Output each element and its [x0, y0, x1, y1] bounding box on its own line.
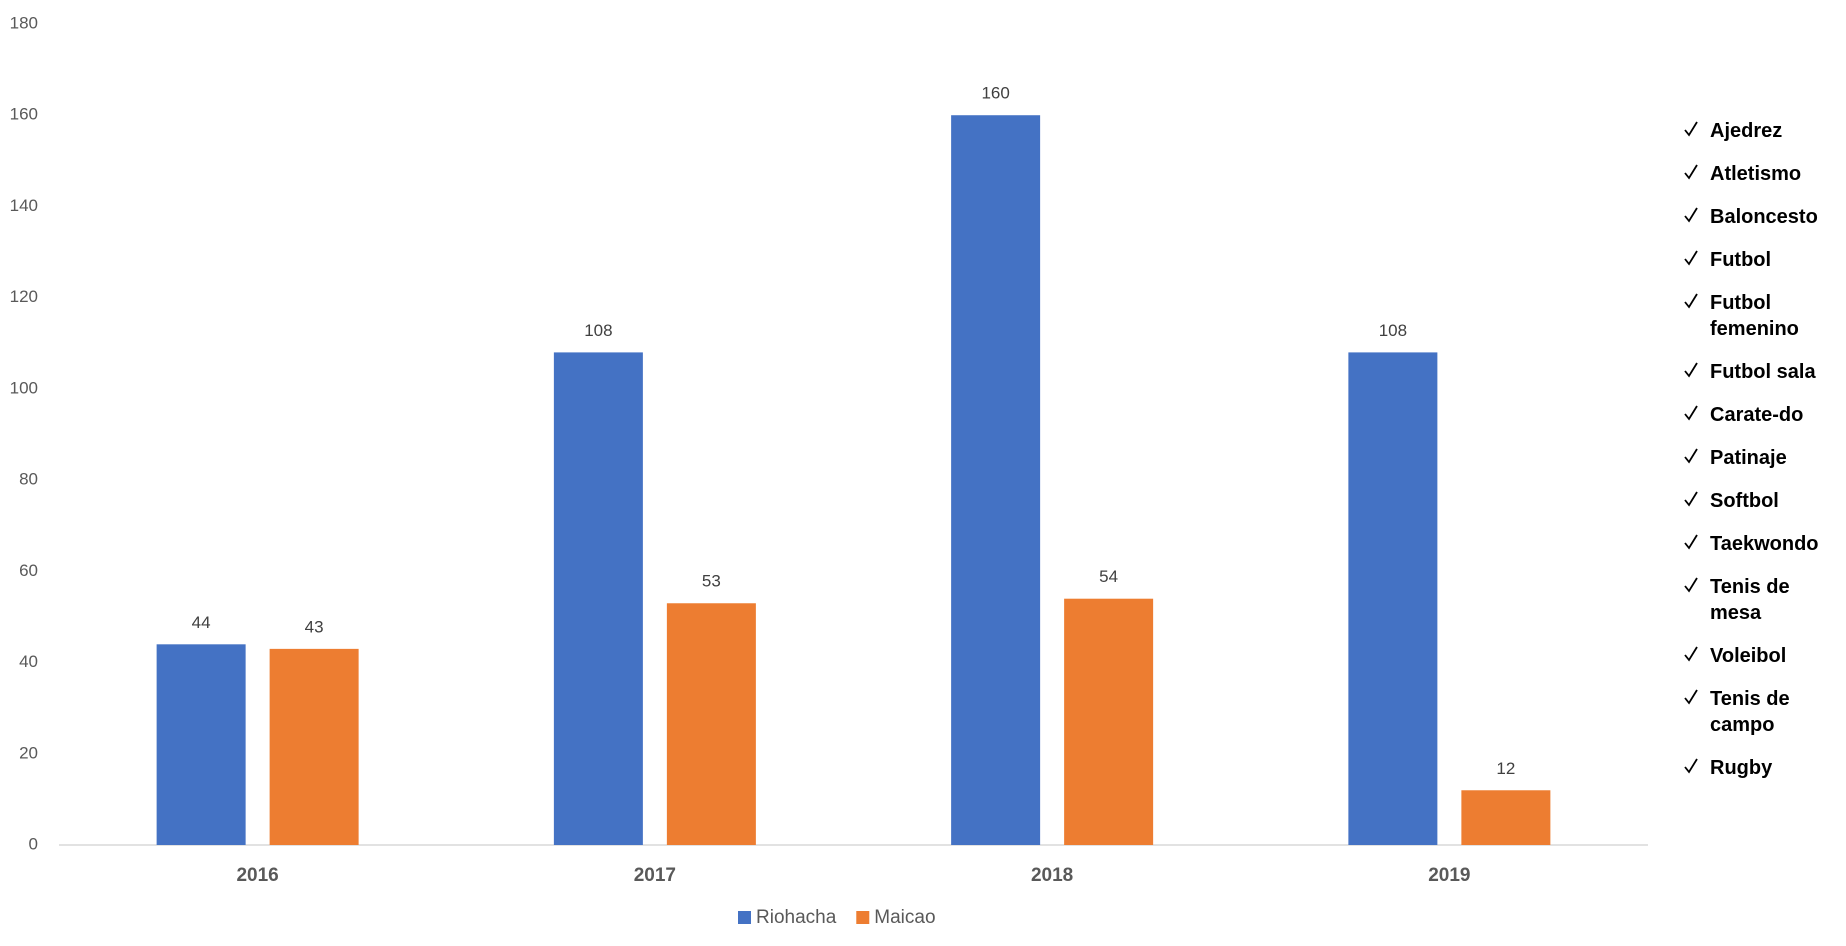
check-icon — [1684, 577, 1698, 593]
check-icon — [1684, 293, 1698, 309]
bar — [1064, 598, 1154, 845]
y-tick-label: 160 — [10, 105, 38, 124]
y-tick-label: 40 — [19, 652, 38, 671]
check-icon — [1684, 405, 1698, 421]
x-tick-label: 2018 — [1031, 865, 1073, 886]
sport-name: Baloncesto — [1710, 206, 1818, 228]
check-icon — [1684, 491, 1698, 507]
bar — [553, 352, 643, 845]
sport-name: Ajedrez — [1710, 120, 1783, 142]
sport-name: Rugby — [1710, 757, 1773, 779]
check-mark — [1684, 491, 1698, 507]
sport-name: Carate-do — [1710, 404, 1804, 426]
check-icon — [1684, 689, 1698, 705]
y-tick-label: 100 — [10, 378, 38, 397]
sport-name: Futbol sala — [1710, 361, 1816, 383]
check-mark — [1684, 577, 1698, 593]
x-tick-label: 2019 — [1428, 865, 1470, 886]
check-mark — [1684, 362, 1698, 378]
check-mark — [1684, 405, 1698, 421]
sport-name: Futbol — [1710, 249, 1772, 271]
y-tick-label: 120 — [10, 287, 38, 306]
y-tick-label: 140 — [10, 196, 38, 215]
bar — [1461, 790, 1551, 845]
data-label: 160 — [981, 84, 1009, 103]
bar — [156, 644, 246, 845]
y-tick-label: 60 — [19, 561, 38, 580]
bar — [951, 115, 1041, 845]
bar — [666, 603, 756, 845]
check-icon — [1684, 646, 1698, 662]
sport-item: Atletismo — [1684, 161, 1835, 187]
check-mark — [1684, 164, 1698, 180]
check-icon — [1684, 164, 1698, 180]
legend-swatch — [738, 911, 751, 924]
sport-item: Carate-do — [1684, 402, 1835, 428]
check-mark — [1684, 207, 1698, 223]
sport-item: Tenis de campo — [1684, 686, 1835, 738]
sport-list: Ajedrez Atletismo Baloncesto Futbol Futbol f… — [1684, 118, 1835, 798]
x-tick-label: 2016 — [236, 865, 278, 886]
check-mark — [1684, 646, 1698, 662]
check-icon — [1684, 758, 1698, 774]
sport-item: Rugby — [1684, 755, 1835, 781]
legend-label: Riohacha — [756, 907, 837, 928]
y-tick-label: 0 — [29, 834, 38, 853]
sport-item: Softbol — [1684, 488, 1835, 514]
sport-item: Voleibol — [1684, 643, 1835, 669]
check-icon — [1684, 362, 1698, 378]
check-icon — [1684, 121, 1698, 137]
sport-name: Softbol — [1710, 490, 1779, 512]
check-mark — [1684, 534, 1698, 550]
sport-item: Tenis de mesa — [1684, 574, 1835, 626]
sport-name: Taekwondo — [1710, 533, 1819, 555]
sport-name: Patinaje — [1710, 447, 1787, 469]
check-mark — [1684, 293, 1698, 309]
sport-item: Futbol femenino — [1684, 290, 1835, 342]
sport-name: Tenis de mesa — [1710, 576, 1790, 624]
check-icon — [1684, 250, 1698, 266]
sport-name: Atletismo — [1710, 163, 1802, 185]
sport-name: Tenis de campo — [1710, 688, 1790, 736]
check-mark — [1684, 758, 1698, 774]
data-label: 44 — [192, 613, 211, 632]
check-mark — [1684, 250, 1698, 266]
y-tick-label: 20 — [19, 743, 38, 762]
data-label: 108 — [584, 321, 612, 340]
bar — [269, 648, 359, 845]
sport-item: Patinaje — [1684, 445, 1835, 471]
sport-name: Futbol femenino — [1710, 292, 1799, 340]
data-label: 43 — [305, 617, 324, 636]
data-label: 54 — [1099, 567, 1118, 586]
legend-label: Maicao — [874, 907, 935, 928]
y-tick-label: 180 — [10, 13, 38, 32]
sport-item: Taekwondo — [1684, 531, 1835, 557]
bar — [1348, 352, 1438, 845]
sport-item: Futbol sala — [1684, 359, 1835, 385]
sport-item: Futbol — [1684, 247, 1835, 273]
data-label: 53 — [702, 572, 721, 591]
check-icon — [1684, 207, 1698, 223]
data-label: 12 — [1496, 759, 1515, 778]
sport-item: Baloncesto — [1684, 204, 1835, 230]
check-mark — [1684, 448, 1698, 464]
check-icon — [1684, 448, 1698, 464]
data-label: 108 — [1379, 321, 1407, 340]
sport-name: Voleibol — [1710, 645, 1787, 667]
sport-item: Ajedrez — [1684, 118, 1835, 144]
check-mark — [1684, 121, 1698, 137]
legend-swatch — [856, 911, 870, 924]
x-tick-label: 2017 — [634, 865, 676, 886]
check-mark — [1684, 689, 1698, 705]
check-icon — [1684, 534, 1698, 550]
y-tick-label: 80 — [19, 470, 38, 489]
